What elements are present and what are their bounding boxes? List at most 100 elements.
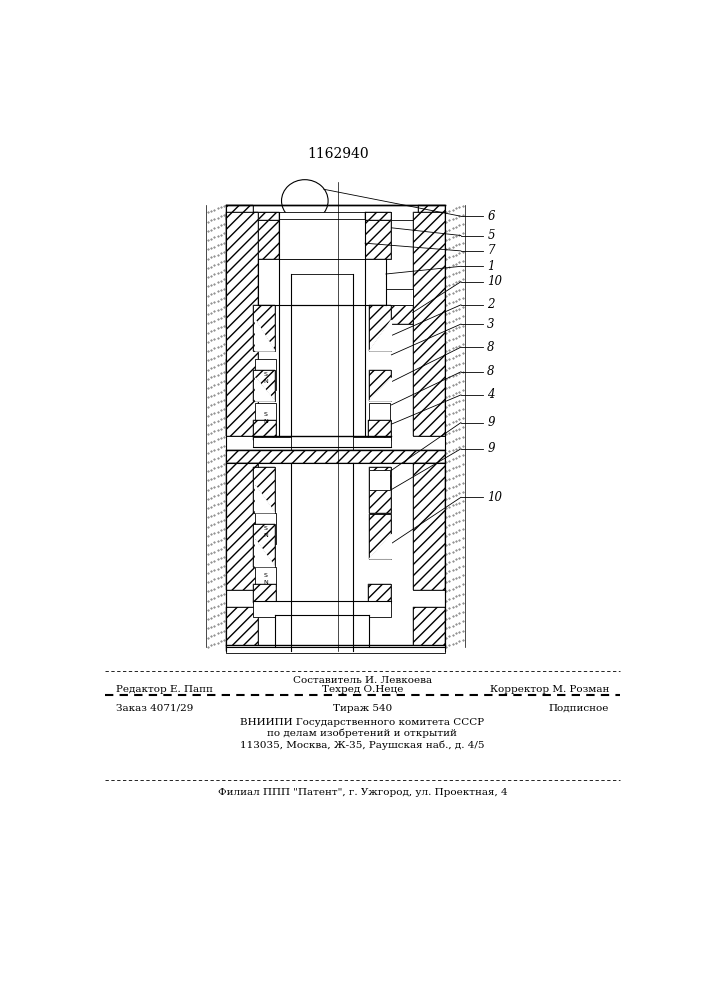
Bar	[419, 359, 445, 436]
Bar	[365, 212, 392, 220]
Bar	[413, 212, 445, 436]
Bar	[370, 514, 392, 559]
Bar	[253, 212, 279, 220]
Bar	[253, 601, 392, 617]
Bar	[255, 359, 276, 389]
Bar	[226, 205, 445, 220]
Bar	[370, 514, 392, 559]
Text: Филиал ППП "Патент", г. Ужгород, ул. Проектная, 4: Филиал ППП "Патент", г. Ужгород, ул. Про…	[218, 788, 507, 797]
Bar	[370, 305, 392, 351]
Bar	[226, 359, 253, 436]
Polygon shape	[370, 534, 392, 559]
Bar	[279, 219, 365, 259]
Bar	[226, 450, 445, 463]
Text: 2: 2	[487, 298, 495, 311]
Text: 9: 9	[487, 416, 495, 429]
Bar	[419, 359, 445, 436]
Text: S: S	[264, 573, 268, 578]
Text: 113035, Москва, Ж-35, Раушская наб., д. 4/5: 113035, Москва, Ж-35, Раушская наб., д. …	[240, 740, 484, 750]
Bar	[255, 513, 276, 544]
Bar	[365, 212, 392, 220]
Text: N: N	[264, 533, 268, 538]
Bar	[226, 205, 253, 220]
Polygon shape	[255, 320, 275, 351]
Bar	[226, 607, 258, 651]
Polygon shape	[370, 320, 392, 351]
Bar	[419, 214, 445, 328]
Bar	[226, 214, 253, 328]
Bar	[226, 463, 258, 590]
Bar	[413, 607, 445, 651]
Bar	[365, 219, 392, 259]
Text: 10: 10	[487, 491, 502, 504]
Bar	[226, 214, 253, 328]
Bar	[370, 305, 392, 351]
Polygon shape	[255, 540, 275, 567]
Bar	[253, 466, 275, 513]
Text: 10: 10	[487, 275, 502, 288]
Bar	[226, 205, 253, 220]
Bar	[370, 466, 392, 513]
Text: Подписное: Подписное	[549, 704, 609, 713]
Bar	[253, 524, 275, 567]
Bar	[368, 584, 392, 603]
Bar	[253, 584, 276, 603]
Text: 4: 4	[487, 388, 495, 401]
Bar	[253, 437, 392, 447]
Bar	[419, 205, 445, 220]
Bar	[291, 274, 353, 436]
Text: 9: 9	[487, 442, 495, 455]
Bar	[226, 463, 258, 590]
Bar	[413, 463, 445, 590]
Text: S: S	[264, 412, 268, 417]
Text: 8: 8	[487, 341, 495, 354]
Text: 1: 1	[487, 260, 495, 273]
Text: S: S	[264, 526, 268, 531]
Bar	[255, 567, 276, 586]
Text: по делам изобретений и открытий: по делам изобретений и открытий	[267, 729, 457, 738]
Bar	[253, 370, 275, 401]
Bar	[365, 219, 392, 259]
Bar	[370, 470, 390, 490]
Bar	[386, 305, 413, 324]
Bar	[226, 212, 258, 436]
Polygon shape	[255, 486, 275, 513]
Bar	[226, 607, 258, 651]
Polygon shape	[370, 378, 392, 401]
Bar	[253, 212, 392, 220]
Text: 1162940: 1162940	[307, 147, 368, 161]
Text: S: S	[264, 372, 268, 377]
Text: Корректор М. Розман: Корректор М. Розман	[489, 685, 609, 694]
Bar	[386, 289, 413, 305]
Bar	[253, 305, 275, 351]
Bar	[370, 466, 392, 513]
Bar	[291, 436, 353, 453]
Bar	[419, 214, 445, 328]
Bar	[413, 463, 445, 590]
Bar	[386, 305, 413, 324]
Bar	[253, 466, 275, 513]
Text: N: N	[264, 379, 268, 384]
Bar	[253, 219, 279, 259]
Text: 6: 6	[487, 210, 495, 223]
Bar	[226, 645, 445, 653]
Bar	[253, 212, 279, 220]
Bar	[253, 524, 275, 567]
Bar	[368, 584, 392, 603]
Bar	[275, 615, 370, 647]
Text: Тираж 540: Тираж 540	[333, 704, 392, 713]
Bar	[253, 420, 276, 440]
Bar	[413, 212, 445, 436]
Bar	[370, 370, 392, 401]
Text: 5: 5	[487, 229, 495, 242]
Bar	[419, 205, 445, 220]
Text: 7: 7	[487, 244, 495, 257]
Bar	[368, 420, 392, 440]
Bar	[226, 212, 258, 436]
Text: Техред О.Неце: Техред О.Неце	[322, 685, 403, 694]
Bar	[253, 370, 275, 401]
Bar	[226, 359, 253, 436]
Text: Составитель И. Левкоева: Составитель И. Левкоева	[293, 676, 432, 685]
Bar	[226, 450, 445, 463]
Bar	[368, 420, 392, 440]
